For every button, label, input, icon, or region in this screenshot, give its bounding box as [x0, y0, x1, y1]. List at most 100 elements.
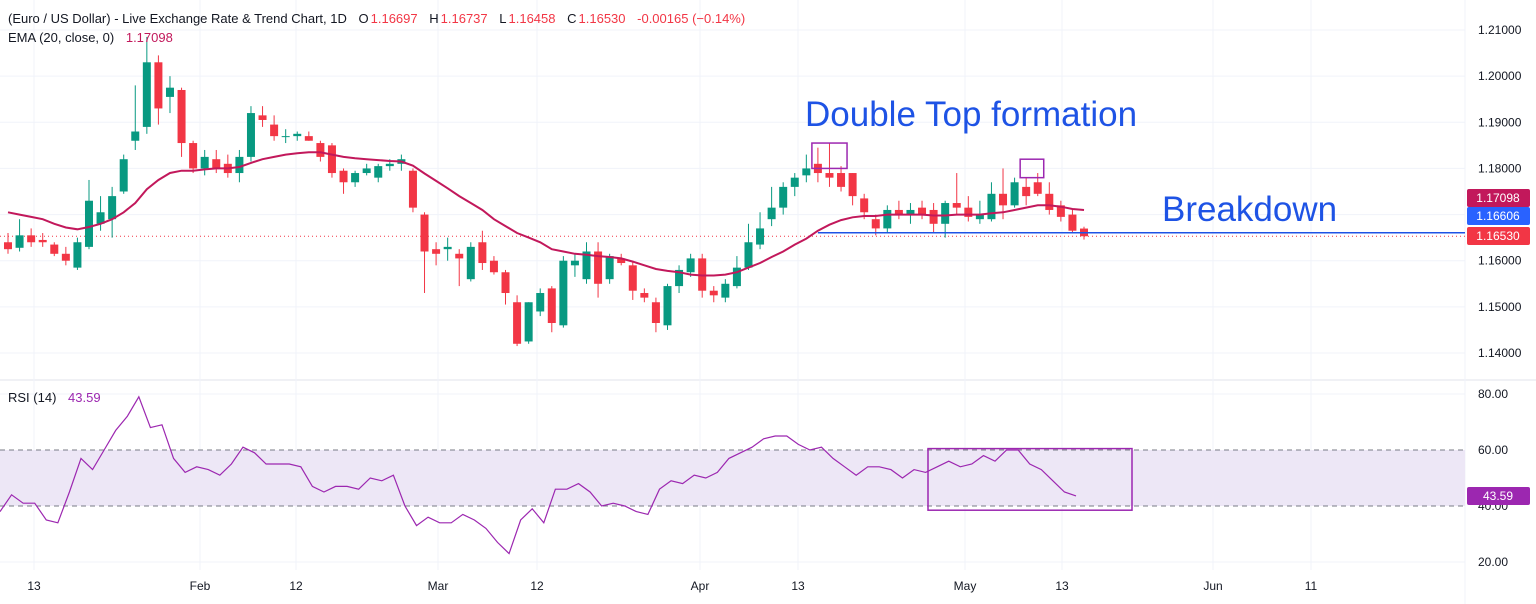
candle-body [4, 242, 12, 250]
candle [281, 129, 290, 144]
candle [918, 200, 927, 220]
price-tick-label: 1.20000 [1478, 69, 1522, 83]
candle [246, 106, 255, 162]
candle [790, 173, 799, 197]
candle-body [304, 136, 313, 141]
candle [1068, 209, 1077, 234]
candle-body [906, 209, 915, 215]
close-label: C [567, 11, 577, 26]
candle-body [50, 244, 59, 254]
candle-body [1068, 214, 1077, 231]
candle [883, 205, 892, 234]
price-tick-label: 1.15000 [1478, 300, 1522, 314]
chart-title: (Euro / US Dollar) - Live Exchange Rate … [8, 11, 347, 26]
candle-body [15, 235, 24, 248]
candle-body [848, 173, 857, 197]
candle-body [779, 186, 788, 208]
candle-body [744, 242, 753, 268]
time-tick-label: 12 [530, 579, 544, 593]
candle-body [871, 219, 880, 229]
candle [96, 196, 105, 231]
candle-body [432, 249, 441, 254]
candle-body [351, 173, 360, 183]
candle [15, 219, 24, 252]
svg-text:43.59: 43.59 [1483, 489, 1513, 503]
candle-body [837, 173, 846, 187]
rsi-value-tag: 43.59 [1467, 486, 1530, 505]
candle [362, 163, 371, 176]
candle-body [721, 283, 730, 298]
candle [547, 286, 556, 333]
candle [131, 85, 140, 150]
candle [443, 237, 452, 261]
candle-body [1056, 205, 1065, 217]
candle-body [327, 145, 336, 174]
price-tick-label: 1.14000 [1478, 346, 1522, 360]
time-tick-label: Feb [190, 579, 211, 593]
candle [501, 269, 510, 305]
candle-body [1010, 182, 1019, 206]
price-tick-label: 1.18000 [1478, 161, 1522, 175]
candle [709, 286, 718, 303]
candle-body [975, 214, 984, 220]
ema-price-tag: 1.17098 [1467, 189, 1530, 207]
candle-body [547, 288, 556, 324]
candle-body [108, 196, 117, 220]
high-label: H [429, 11, 439, 26]
candle-body [408, 170, 417, 208]
candle [848, 173, 857, 206]
rsi-tick-label: 20.00 [1478, 555, 1508, 569]
candle-body [362, 168, 371, 174]
candle-body [570, 260, 579, 266]
time-tick-label: 13 [27, 579, 41, 593]
candle [327, 143, 336, 178]
candle-body [860, 198, 869, 213]
open-label: O [358, 11, 369, 26]
candle-body [559, 260, 568, 326]
rsi-tick-label: 80.00 [1478, 387, 1508, 401]
candle [466, 242, 475, 282]
candle [73, 237, 82, 270]
candle [721, 279, 730, 303]
candle-body [1033, 182, 1042, 194]
candle [837, 166, 846, 192]
candle [825, 143, 834, 187]
candle [617, 253, 626, 266]
candle-body [941, 203, 950, 224]
time-tick-label: 11 [1305, 579, 1318, 593]
candle-body [339, 170, 348, 183]
candle [813, 147, 822, 183]
candle [640, 288, 649, 303]
candle-body [281, 136, 290, 138]
candle-body [999, 193, 1008, 206]
candle-body [293, 133, 302, 137]
candle-body [617, 258, 626, 264]
candle-body [987, 193, 996, 220]
candle [952, 173, 961, 215]
double-top-box-second [1019, 158, 1045, 179]
low-value: 1.16458 [508, 11, 556, 26]
candle [154, 55, 163, 125]
candle-body [894, 209, 903, 215]
ema-legend-value: 1.17098 [125, 30, 173, 45]
time-tick-label: 13 [1055, 579, 1069, 593]
low-label: L [499, 11, 507, 26]
candle [165, 76, 174, 114]
candle [779, 182, 788, 215]
candle-body [1022, 186, 1031, 197]
candle [177, 87, 186, 157]
candle-body [929, 209, 938, 224]
candle [316, 140, 325, 162]
candle [744, 223, 753, 270]
candle-body [582, 251, 591, 280]
candle [941, 200, 950, 238]
candle [1033, 173, 1042, 197]
candle-body [489, 260, 498, 273]
candle [906, 203, 915, 224]
breakdown-annotation: Breakdown [1162, 190, 1337, 229]
candle [871, 214, 880, 236]
candle [408, 168, 417, 213]
support-price-tag: 1.16606 [1467, 207, 1530, 225]
time-tick-label: 13 [791, 579, 805, 593]
